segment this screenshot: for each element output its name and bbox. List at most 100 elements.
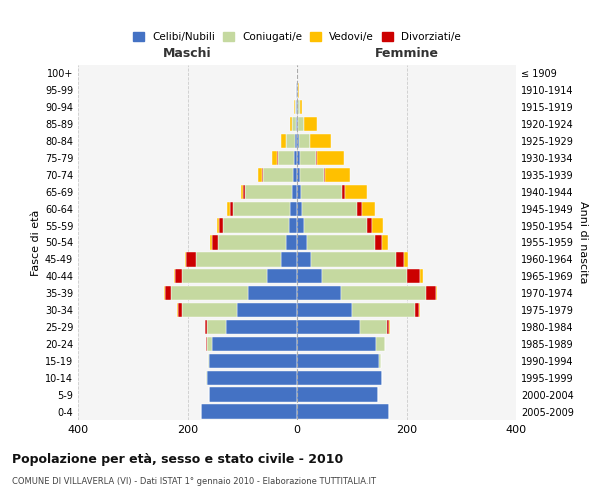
Bar <box>304 218 367 233</box>
Bar <box>404 252 408 266</box>
Bar <box>367 218 372 233</box>
Bar <box>237 303 297 318</box>
Bar <box>201 404 297 418</box>
Bar <box>286 134 295 148</box>
Bar <box>302 202 357 216</box>
Bar <box>294 151 297 165</box>
Bar <box>208 354 209 368</box>
Bar <box>230 202 233 216</box>
Bar <box>372 218 383 233</box>
Text: Femmine: Femmine <box>374 47 439 60</box>
Bar <box>362 202 375 216</box>
Bar <box>425 286 436 300</box>
Bar <box>206 320 226 334</box>
Bar <box>182 303 237 318</box>
Bar <box>310 134 331 148</box>
Bar <box>267 269 297 283</box>
Bar <box>382 236 388 250</box>
Bar <box>352 303 415 318</box>
Bar <box>357 202 362 216</box>
Bar <box>420 269 423 283</box>
Bar <box>295 134 297 148</box>
Bar <box>436 286 437 300</box>
Bar <box>360 320 388 334</box>
Bar <box>292 117 296 132</box>
Bar <box>297 336 376 351</box>
Bar <box>297 303 352 318</box>
Bar <box>257 168 262 182</box>
Bar <box>297 218 304 233</box>
Bar <box>223 218 289 233</box>
Bar <box>375 236 382 250</box>
Bar <box>186 252 196 266</box>
Bar <box>295 100 296 114</box>
Bar <box>219 218 223 233</box>
Bar <box>297 117 298 132</box>
Bar <box>212 236 218 250</box>
Bar <box>297 269 322 283</box>
Bar <box>297 184 301 199</box>
Bar <box>205 320 206 334</box>
Bar <box>311 252 395 266</box>
Bar <box>297 151 300 165</box>
Bar <box>218 236 286 250</box>
Bar <box>297 236 307 250</box>
Bar <box>290 202 297 216</box>
Bar <box>209 354 297 368</box>
Bar <box>241 184 244 199</box>
Bar <box>300 151 316 165</box>
Bar <box>227 202 230 216</box>
Bar <box>212 336 297 351</box>
Bar <box>407 269 420 283</box>
Text: Popolazione per età, sesso e stato civile - 2010: Popolazione per età, sesso e stato civil… <box>12 452 343 466</box>
Bar <box>415 303 419 318</box>
Bar <box>317 151 344 165</box>
Bar <box>297 252 311 266</box>
Bar <box>296 117 297 132</box>
Bar <box>281 252 297 266</box>
Legend: Celibi/Nubili, Coniugati/e, Vedovi/e, Divorziati/e: Celibi/Nubili, Coniugati/e, Vedovi/e, Di… <box>129 28 465 46</box>
Bar <box>206 336 212 351</box>
Bar <box>343 184 345 199</box>
Bar <box>209 388 297 402</box>
Bar <box>278 151 294 165</box>
Bar <box>178 303 182 318</box>
Bar <box>196 252 281 266</box>
Bar <box>297 286 341 300</box>
Bar <box>245 184 292 199</box>
Bar <box>299 134 310 148</box>
Bar <box>301 184 343 199</box>
Bar <box>297 388 378 402</box>
Bar <box>293 168 297 182</box>
Bar <box>325 168 350 182</box>
Bar <box>292 184 297 199</box>
Bar <box>171 286 248 300</box>
Bar <box>290 117 292 132</box>
Bar <box>345 184 367 199</box>
Y-axis label: Fasce di età: Fasce di età <box>31 210 41 276</box>
Bar <box>175 269 182 283</box>
Bar <box>379 354 382 368</box>
Bar <box>263 168 293 182</box>
Bar <box>376 336 385 351</box>
Bar <box>341 286 425 300</box>
Bar <box>297 168 300 182</box>
Bar <box>304 117 317 132</box>
Bar <box>388 320 389 334</box>
Bar <box>248 286 297 300</box>
Text: Maschi: Maschi <box>163 47 212 60</box>
Bar <box>307 236 375 250</box>
Bar <box>206 370 297 385</box>
Bar <box>300 100 302 114</box>
Bar <box>211 236 212 250</box>
Bar <box>286 236 297 250</box>
Bar <box>244 184 245 199</box>
Bar <box>297 202 302 216</box>
Bar <box>226 320 297 334</box>
Bar <box>297 134 299 148</box>
Text: COMUNE DI VILLAVERLA (VI) - Dati ISTAT 1° gennaio 2010 - Elaborazione TUTTITALIA: COMUNE DI VILLAVERLA (VI) - Dati ISTAT 1… <box>12 478 376 486</box>
Bar <box>185 252 186 266</box>
Bar <box>289 218 297 233</box>
Bar <box>272 151 277 165</box>
Bar <box>298 117 304 132</box>
